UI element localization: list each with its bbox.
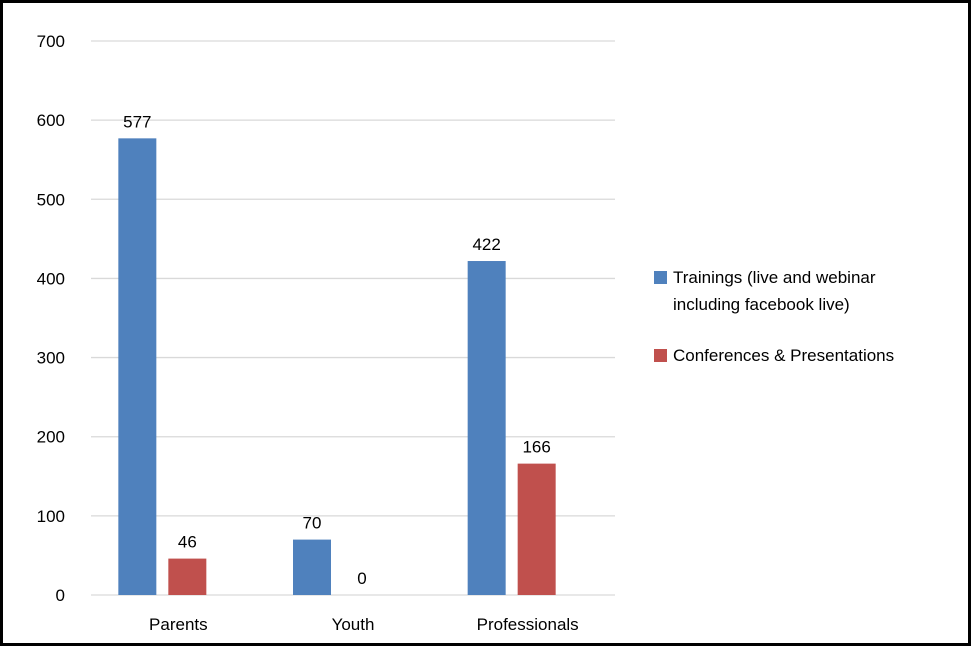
bar-professionals-series-1 bbox=[467, 261, 506, 595]
bar-parents-series-1 bbox=[118, 138, 157, 596]
y-tick-label-0: 0 bbox=[56, 586, 65, 605]
category-label-youth: Youth bbox=[332, 615, 375, 634]
category-label-professionals: Professionals bbox=[477, 615, 579, 634]
y-tick-label-300: 300 bbox=[37, 349, 65, 368]
legend-swatch-series-2 bbox=[654, 349, 667, 362]
legend-label-series-2-line-1: Conferences & Presentations bbox=[673, 346, 894, 365]
y-tick-label-500: 500 bbox=[37, 190, 65, 209]
y-tick-label-100: 100 bbox=[37, 507, 65, 526]
bar-professionals-series-2 bbox=[517, 463, 556, 595]
y-tick-label-400: 400 bbox=[37, 269, 65, 288]
category-label-parents: Parents bbox=[149, 615, 208, 634]
legend-label-series-1-line-1: Trainings (live and webinar bbox=[673, 268, 876, 287]
data-label-professionals-series-2: 166 bbox=[522, 438, 550, 457]
data-label-youth-series-2: 0 bbox=[357, 569, 366, 588]
data-label-parents-series-2: 46 bbox=[178, 533, 197, 552]
bar-chart: 010020030040050060070057746Parents700You… bbox=[37, 32, 895, 634]
y-tick-label-600: 600 bbox=[37, 111, 65, 130]
legend-swatch-series-1 bbox=[654, 271, 667, 284]
bar-youth-series-1 bbox=[293, 539, 331, 595]
y-tick-label-700: 700 bbox=[37, 32, 65, 51]
data-label-professionals-series-1: 422 bbox=[472, 235, 500, 254]
data-label-parents-series-1: 577 bbox=[123, 112, 151, 131]
bar-parents-series-2 bbox=[168, 558, 207, 595]
data-label-youth-series-1: 70 bbox=[303, 514, 322, 533]
legend-label-series-1-line-2: including facebook live) bbox=[673, 295, 850, 314]
y-tick-label-200: 200 bbox=[37, 428, 65, 447]
